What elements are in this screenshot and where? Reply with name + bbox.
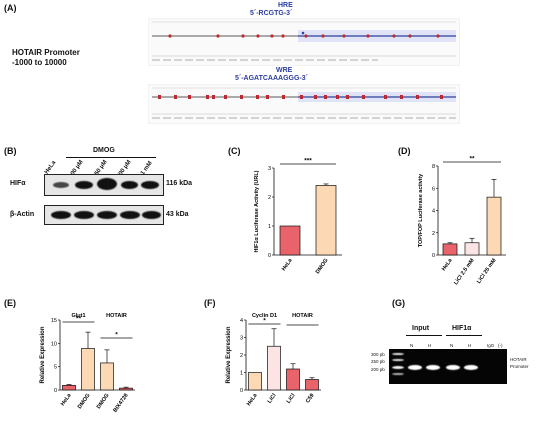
y-axis-label: TOP/FOP Luciferase activity	[418, 173, 424, 247]
gel-lane-mark: H	[428, 343, 432, 348]
gel-lane-mark: (-)	[498, 343, 503, 348]
group-label: Cyclin D1	[252, 313, 277, 319]
x-tick-label: C59	[305, 393, 316, 405]
blot-size: 116 kDa	[166, 180, 193, 187]
x-tick-label: HeLa	[441, 257, 454, 272]
x-tick-label: LiCl	[267, 392, 278, 404]
gel-lane-mark: H	[468, 343, 472, 348]
panel-f-label: (F)	[204, 298, 216, 308]
bar	[119, 387, 133, 391]
bar	[62, 384, 76, 391]
chart-c: 0 1 2 3 HIF1α Luciferase Activity (URL) HeLa D…	[254, 158, 342, 275]
significance-mark: **	[469, 156, 475, 163]
bar	[464, 242, 480, 256]
group-label: HOTAIR	[292, 313, 313, 319]
x-tick-label: DMOG	[96, 393, 111, 410]
hif-blot	[44, 174, 164, 196]
chart-f: 0 1 2 3 4 Relative Expression HeLa LiCl LiCl C59 C…	[226, 313, 321, 407]
gel-group-hif: HIF1α	[452, 325, 472, 332]
gel-group-line	[446, 335, 482, 336]
y-tick-label: 2	[432, 231, 435, 237]
x-tick-label: LiCl 2.5 mM	[453, 257, 476, 286]
y-axis-label: Relative Expression	[40, 326, 46, 383]
bar	[279, 225, 301, 256]
panel-d-label: (D)	[398, 146, 411, 156]
group-label: Glut1	[71, 313, 85, 319]
bar	[305, 379, 319, 391]
y-tick-label: 6	[432, 186, 435, 192]
y-tick-label: 1	[240, 371, 243, 377]
panel-e-label: (E)	[4, 298, 16, 308]
blot-row-name: β-Actin	[10, 211, 35, 218]
bar	[81, 348, 95, 391]
hre-name: HRE	[278, 2, 293, 9]
x-tick-label: DMOG	[315, 258, 330, 275]
y-tick-label: 0	[432, 253, 435, 259]
significance-mark: **	[76, 316, 82, 323]
y-tick-label: 5	[54, 365, 57, 371]
actin-blot	[44, 205, 164, 225]
panel-c-label: (C)	[228, 146, 241, 156]
y-tick-label: 2	[240, 353, 243, 359]
blot-size: 43 kDa	[166, 211, 189, 218]
gel-group-input: Input	[412, 325, 430, 332]
x-tick-label: LiCl	[286, 392, 297, 404]
wre-track	[148, 84, 460, 124]
significance-mark: ***	[304, 158, 312, 165]
hre-track	[148, 18, 460, 66]
bar	[442, 243, 458, 256]
x-tick-label: LiCl 25 mM	[476, 257, 498, 285]
ladder-label: 200 pb	[371, 367, 385, 372]
x-tick-label: DMOG	[77, 393, 92, 410]
panel-b-label: (B)	[4, 146, 17, 156]
gel-target-label: HOTAIR Promoter	[510, 357, 529, 369]
x-tick-label: HeLa	[281, 257, 294, 272]
gel-lane-mark: N	[450, 343, 454, 348]
x-tick-label: BIX4728	[112, 393, 129, 414]
x-tick-label: HeLa	[246, 392, 259, 407]
treatment-line	[66, 157, 156, 158]
y-tick-label: 3	[240, 336, 243, 342]
y-tick-label: 8	[432, 164, 435, 170]
promoter-range: -1000 to 10000	[12, 58, 67, 67]
hre-sequence: 5´-RCGTG-3´	[250, 10, 293, 17]
y-tick-label: 0	[268, 253, 271, 259]
y-tick-label: 1	[268, 224, 271, 230]
y-tick-label: 10	[51, 341, 57, 347]
y-tick-label: 0	[240, 388, 243, 394]
bar	[486, 196, 502, 256]
panel-a-label: (A)	[4, 3, 17, 13]
significance-mark: *	[115, 332, 118, 339]
gel-lane-mark: N	[410, 343, 414, 348]
significance-mark: *	[263, 318, 266, 325]
panel-g-label: (G)	[392, 298, 405, 308]
blot-row-name: HIFα	[10, 180, 26, 187]
gel-lane-mark: IgG	[487, 343, 495, 348]
group-label: HOTAIR	[106, 313, 127, 319]
wre-sequence: 5´-AGATCAAAGGG-3´	[235, 75, 308, 82]
y-tick-label: 3	[268, 166, 271, 172]
promoter-title: HOTAIR Promoter	[12, 48, 80, 57]
y-tick-label: 0	[54, 388, 57, 394]
bar	[248, 372, 262, 391]
y-tick-label: 4	[432, 209, 435, 215]
bar	[315, 185, 337, 256]
x-tick-label: HeLa	[60, 392, 73, 407]
y-axis-label: Relative Expression	[226, 326, 232, 383]
ladder-label: 300 pb	[371, 352, 385, 357]
y-tick-label: 2	[268, 195, 271, 201]
bar	[267, 345, 281, 391]
y-tick-label: 15	[51, 318, 57, 324]
gel-group-line	[406, 335, 442, 336]
treatment-label: DMOG	[93, 147, 115, 154]
y-axis-label: HIF1α Luciferase Activity (URL)	[254, 170, 260, 252]
ladder-label: 250 pb	[371, 359, 385, 364]
wre-name: WRE	[276, 67, 293, 74]
y-tick-label: 4	[240, 318, 243, 324]
bar	[286, 368, 300, 391]
chip-gel	[389, 349, 507, 384]
bar	[100, 362, 114, 391]
